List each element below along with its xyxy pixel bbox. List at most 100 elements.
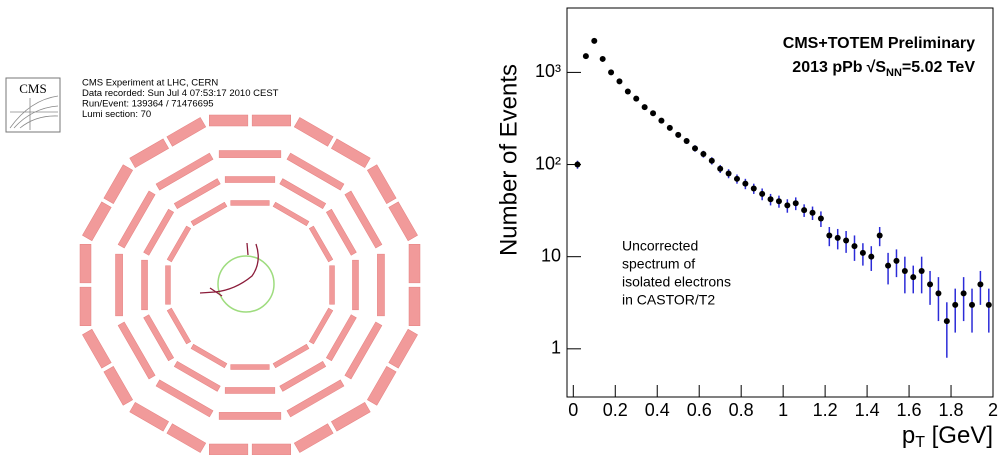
data-point — [683, 138, 690, 145]
detector-module — [251, 443, 291, 455]
detector-module — [166, 225, 192, 263]
detector-module — [141, 259, 148, 311]
data-point — [969, 301, 976, 308]
info-line: Run/Event: 139364 / 71476695 — [82, 99, 214, 110]
data-point — [591, 37, 598, 44]
data-point — [826, 232, 833, 239]
detector-module — [129, 401, 169, 432]
detector-module — [173, 178, 221, 210]
detector-module — [325, 314, 357, 362]
data-point — [843, 237, 850, 244]
data-point — [801, 207, 808, 214]
data-point — [985, 301, 992, 308]
detector-module — [82, 201, 112, 242]
data-point — [977, 281, 984, 288]
detector-module — [79, 244, 92, 284]
detector-module — [230, 364, 270, 370]
detector-module — [388, 328, 418, 369]
logo: CMS — [19, 81, 46, 96]
data-point — [616, 78, 623, 85]
data-point — [692, 145, 699, 152]
data-points — [574, 37, 992, 358]
x-tick-label: 1 — [778, 400, 788, 420]
logo-lines — [9, 95, 59, 130]
x-tick-label: 0.8 — [729, 400, 754, 420]
detector-module — [366, 366, 397, 406]
detector-module — [279, 178, 327, 210]
detector-module — [166, 423, 207, 453]
x-tick-label: 0.2 — [603, 400, 628, 420]
detector-module — [166, 117, 207, 147]
plot: 1 10 10² 10³ 0 0.2 0.4 0.6 0.8 1 1.2 1.4 1.6 1.8 2 Numb… — [495, 7, 998, 451]
data-point — [893, 257, 900, 264]
data-point — [784, 202, 791, 209]
detector-module — [190, 343, 228, 369]
detector-module — [308, 225, 334, 263]
data-point — [717, 165, 724, 172]
detector-module — [293, 117, 334, 147]
y-tick-label: 10³ — [535, 61, 561, 81]
info-line: Lumi section: 70 — [82, 109, 151, 120]
detector-module — [272, 201, 310, 227]
x-tick-label: 0 — [568, 400, 578, 420]
x-tick-label: 0.4 — [645, 400, 670, 420]
x-title-unit: [GeV] — [925, 422, 993, 449]
data-point — [868, 253, 875, 260]
x-tick-label: 1.6 — [897, 400, 922, 420]
detector-module — [272, 343, 310, 369]
annotation-title: CMS+TOTEM Preliminary — [783, 35, 975, 52]
annotation-energy: 2013 pPb √SNN=5.02 TeV — [792, 59, 975, 79]
x-tick-label: 1.8 — [939, 400, 964, 420]
data-point — [859, 249, 866, 256]
data-point — [809, 209, 816, 216]
detector-module — [230, 200, 270, 206]
detector-module — [117, 321, 156, 380]
detector-module — [408, 244, 421, 284]
data-point — [675, 131, 682, 138]
data-point — [935, 290, 942, 297]
data-point — [700, 151, 707, 158]
detector-module — [166, 307, 192, 345]
detector-module — [190, 201, 228, 227]
energy-s: S — [875, 59, 886, 76]
detector-module — [352, 259, 359, 311]
detector-module — [251, 114, 291, 127]
data-point — [885, 262, 892, 269]
data-point — [910, 274, 917, 281]
info-line: Data recorded: Sun Jul 4 07:53:17 2010 C… — [82, 88, 279, 99]
detector-module — [329, 265, 335, 305]
x-tick-label: 2 — [988, 400, 998, 420]
energy-sub: NN — [886, 67, 902, 79]
detector-module — [331, 138, 371, 169]
detector-module — [82, 328, 112, 369]
detector-module — [218, 150, 282, 158]
detector-module — [209, 114, 249, 127]
data-point — [817, 215, 824, 222]
data-point — [943, 318, 950, 325]
info-line: CMS Experiment at LHC, CERN — [82, 78, 218, 89]
x-title-sub: T — [915, 434, 925, 451]
detector-module — [308, 307, 334, 345]
data-point — [834, 234, 841, 241]
detector-module — [155, 152, 214, 191]
x-tick-label: 1.2 — [813, 400, 838, 420]
detector-module — [344, 321, 383, 380]
plot-frame — [566, 7, 994, 398]
data-point — [633, 95, 640, 102]
data-point — [733, 175, 740, 182]
note-line: isolated electrons — [622, 274, 731, 290]
data-point — [582, 53, 589, 60]
data-point — [901, 267, 908, 274]
y-tick-label: 10 — [541, 245, 561, 265]
detector-rings — [79, 114, 421, 455]
data-point — [725, 170, 732, 177]
data-point — [851, 243, 858, 250]
data-point — [650, 110, 657, 117]
data-point — [658, 117, 665, 124]
detector-module — [103, 164, 134, 204]
data-point — [927, 281, 934, 288]
data-point — [775, 198, 782, 205]
detector-module — [173, 360, 221, 392]
data-point — [792, 200, 799, 207]
